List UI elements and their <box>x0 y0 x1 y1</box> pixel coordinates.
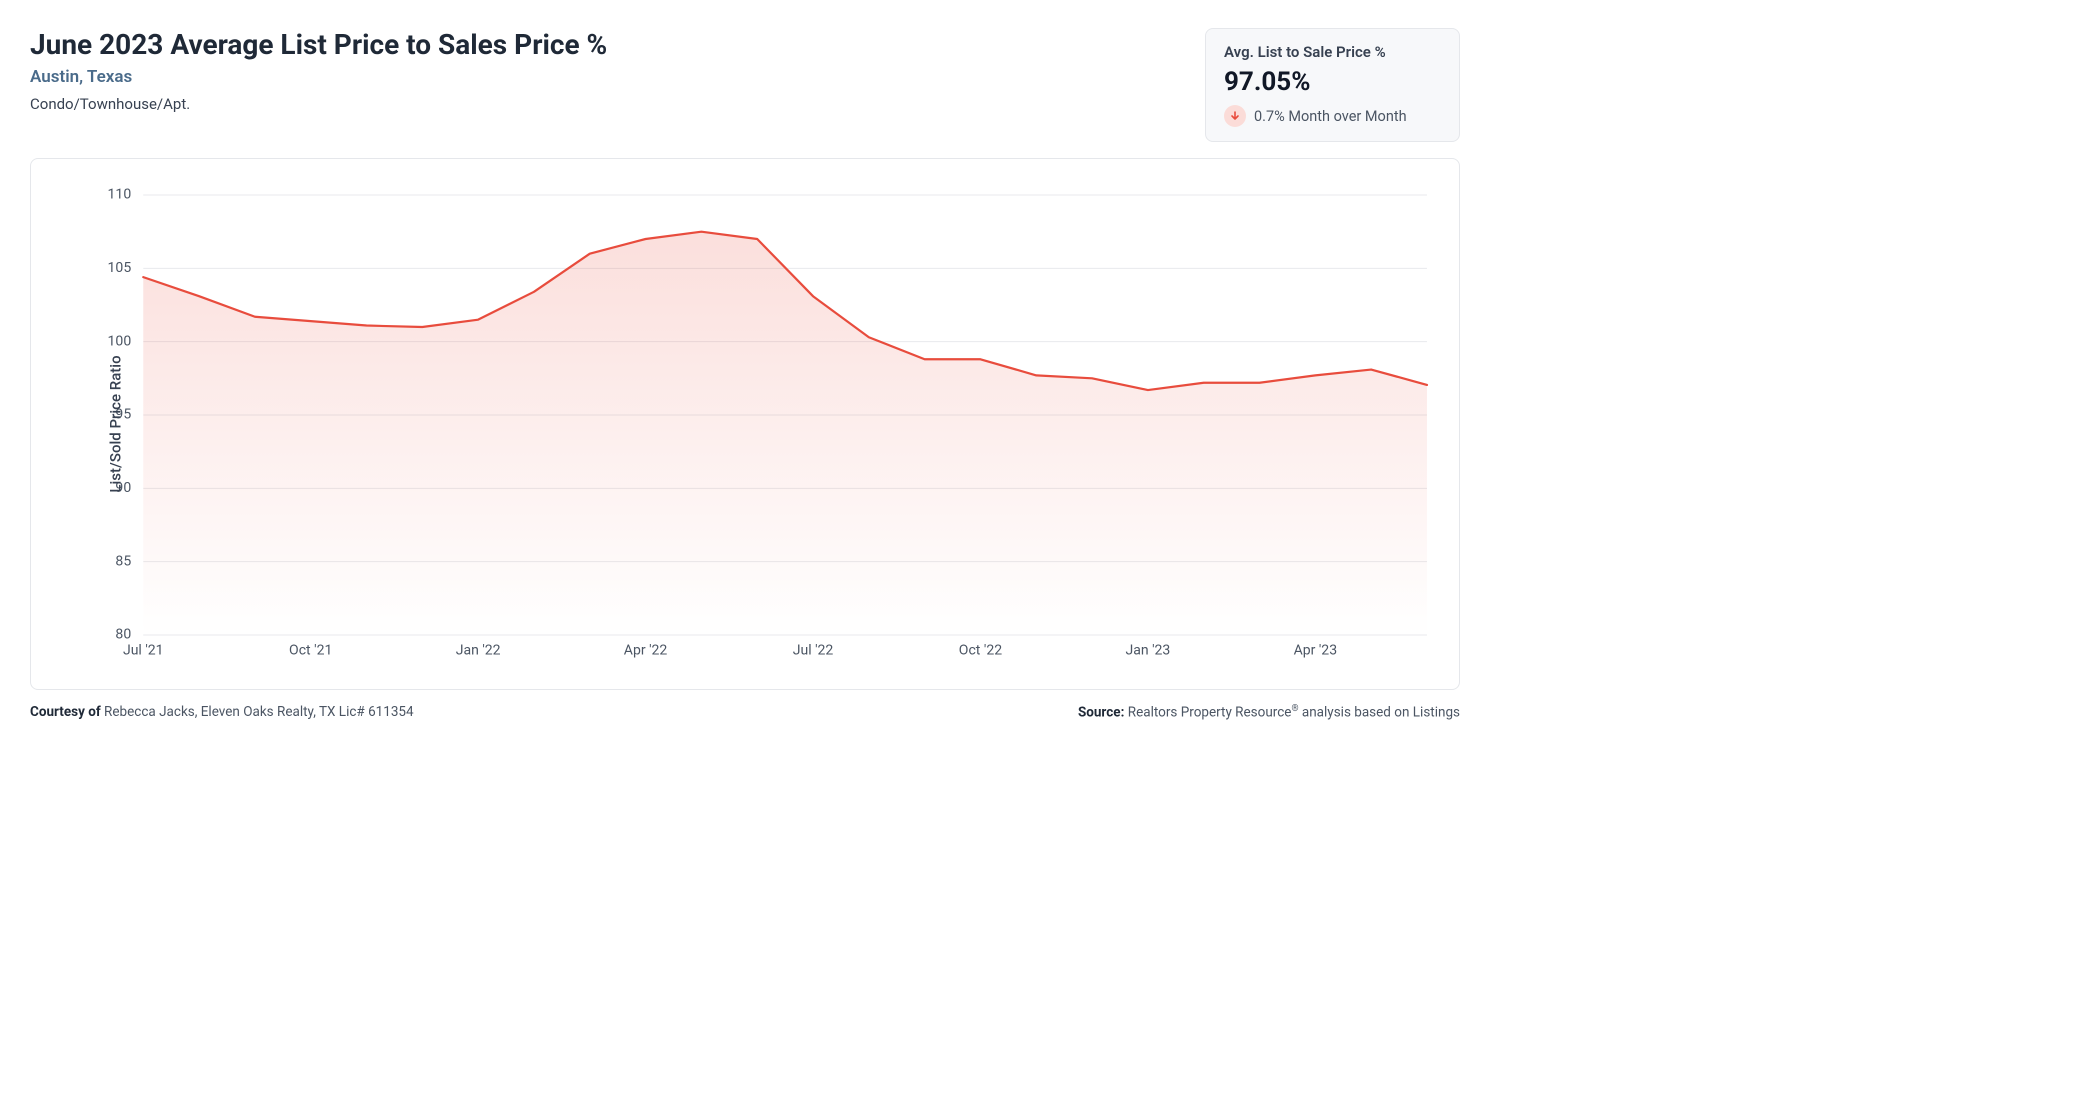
stat-value: 97.05% <box>1224 67 1441 97</box>
chart-card: List/Sold Price Ratio 80859095100105110J… <box>30 158 1460 690</box>
source-text: Source: Realtors Property Resource® anal… <box>1078 704 1460 721</box>
line-chart-svg: 80859095100105110Jul '21Oct '21Jan '22Ap… <box>53 179 1437 669</box>
svg-text:Jan '22: Jan '22 <box>456 643 501 659</box>
svg-text:Jul '21: Jul '21 <box>123 643 164 659</box>
svg-text:Apr '23: Apr '23 <box>1294 643 1338 659</box>
svg-text:110: 110 <box>108 187 132 203</box>
stat-change-text: 0.7% Month over Month <box>1254 108 1407 125</box>
courtesy-text: Courtesy of Rebecca Jacks, Eleven Oaks R… <box>30 704 414 721</box>
svg-text:105: 105 <box>108 260 132 276</box>
location-subtitle: Austin, Texas <box>30 67 1205 87</box>
svg-text:Jan '23: Jan '23 <box>1125 643 1170 659</box>
property-type-text: Condo/Townhouse/Apt. <box>30 95 1205 113</box>
svg-text:Jul '22: Jul '22 <box>793 643 834 659</box>
page-title: June 2023 Average List Price to Sales Pr… <box>30 28 1205 61</box>
svg-text:Oct '22: Oct '22 <box>959 643 1002 659</box>
svg-text:85: 85 <box>115 553 131 569</box>
svg-text:Apr '22: Apr '22 <box>624 643 668 659</box>
title-block: June 2023 Average List Price to Sales Pr… <box>30 28 1205 113</box>
stat-label: Avg. List to Sale Price % <box>1224 43 1441 61</box>
y-axis-title: List/Sold Price Ratio <box>107 355 125 492</box>
svg-text:80: 80 <box>115 627 131 643</box>
chart-area: List/Sold Price Ratio 80859095100105110J… <box>53 179 1437 669</box>
svg-text:100: 100 <box>108 333 132 349</box>
arrow-down-icon <box>1224 105 1246 127</box>
header-row: June 2023 Average List Price to Sales Pr… <box>30 28 1460 142</box>
stat-change: 0.7% Month over Month <box>1224 105 1441 127</box>
svg-text:Oct '21: Oct '21 <box>289 643 332 659</box>
footer-row: Courtesy of Rebecca Jacks, Eleven Oaks R… <box>30 704 1460 721</box>
stat-card: Avg. List to Sale Price % 97.05% 0.7% Mo… <box>1205 28 1460 142</box>
